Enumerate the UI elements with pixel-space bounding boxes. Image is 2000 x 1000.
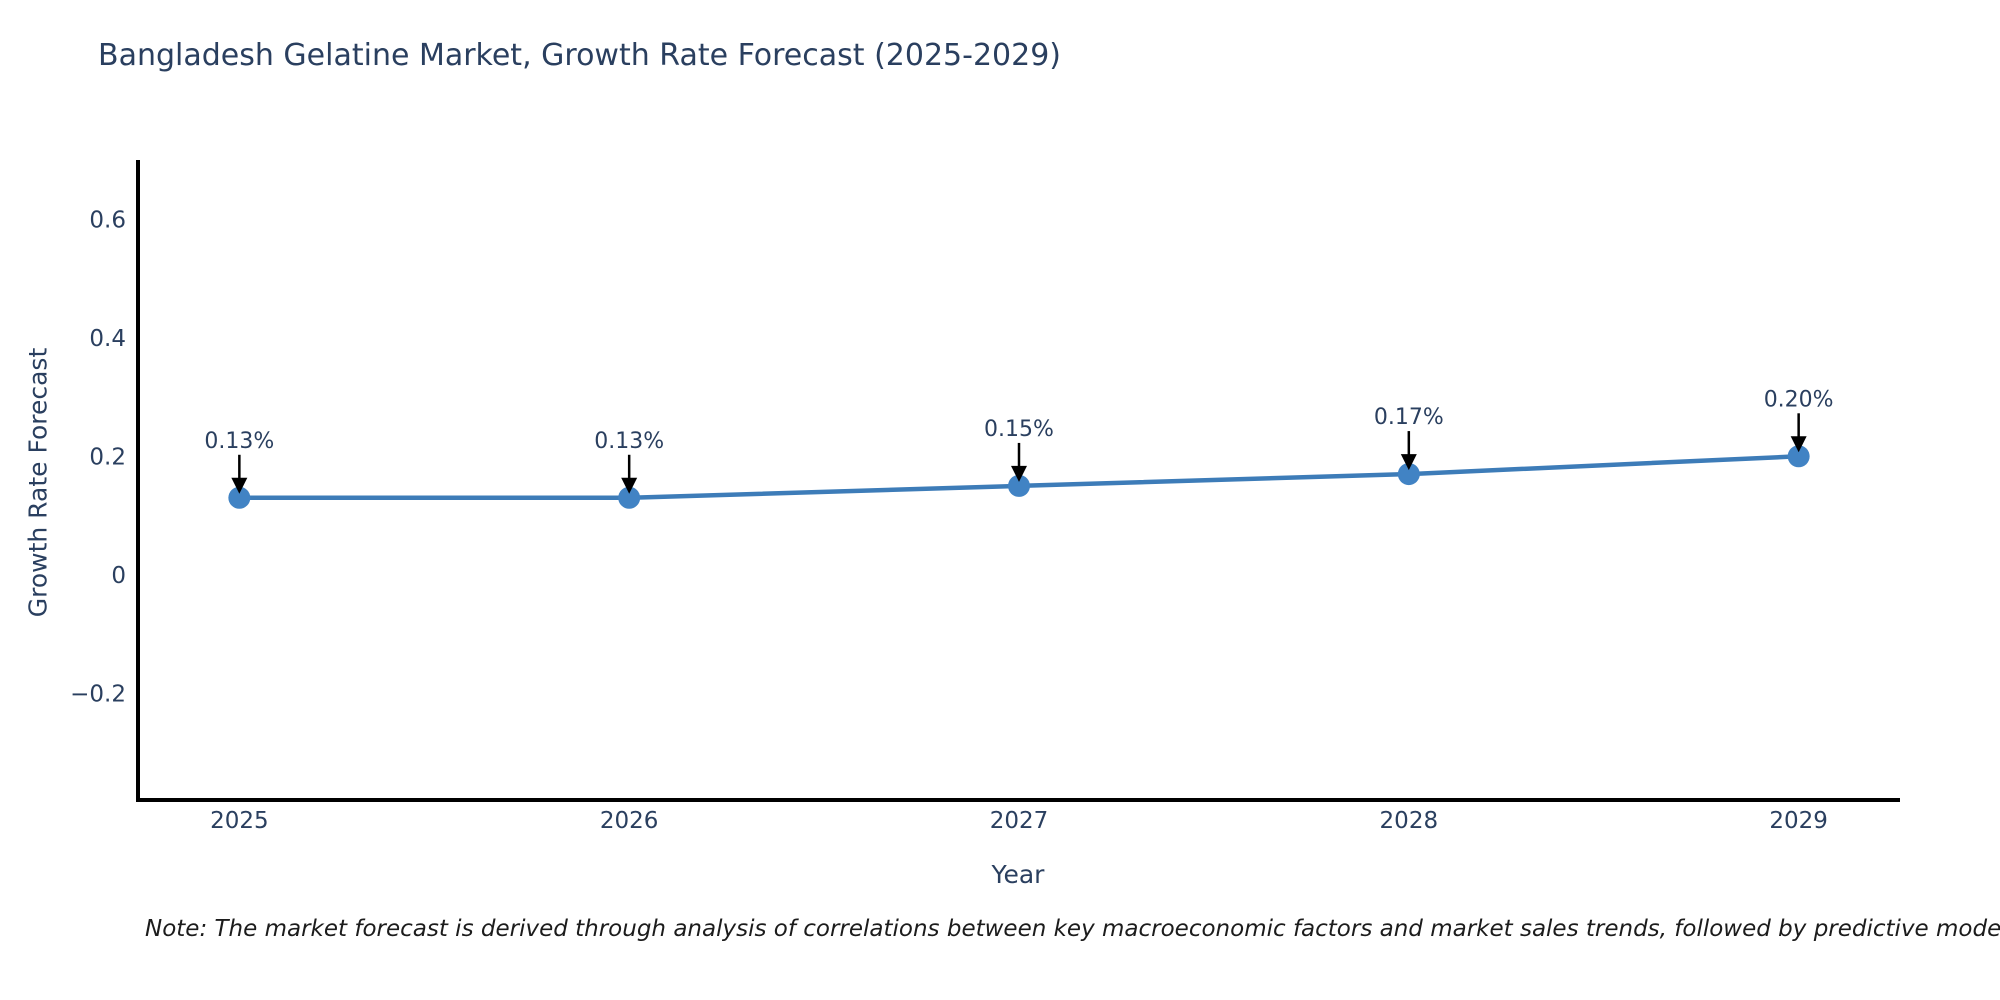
y-axis-title: Growth Rate Forecast [23,347,53,618]
y-tick-label: 0 [111,563,126,589]
footnote: Note: The market forecast is derived thr… [145,916,2000,942]
x-tick-label: 2026 [600,808,659,834]
data-point-label: 0.13% [204,429,274,454]
y-tick-label: −0.2 [70,681,126,707]
y-tick-label: 0.4 [89,326,126,352]
annotation-arrowhead-icon [1790,436,1807,453]
x-tick-label: 2025 [210,808,269,834]
y-tick-label: 0.6 [89,207,126,233]
x-tick-label: 2028 [1380,808,1439,834]
chart-title: Bangladesh Gelatine Market, Growth Rate … [98,38,1062,73]
data-point-label: 0.13% [594,429,664,454]
x-tick-label: 2029 [1769,808,1828,834]
data-point-marker [228,486,251,509]
annotation-arrowhead-icon [1011,465,1027,482]
data-point-label: 0.17% [1374,405,1444,430]
x-axis-title: Year [991,860,1045,889]
annotation-arrowhead-icon [1400,454,1417,471]
y-tick-label: 0.2 [89,444,126,470]
data-point-marker [1787,445,1810,468]
x-tick-label: 2027 [990,808,1049,834]
data-point-marker [1397,463,1420,486]
data-point-marker [1008,474,1030,497]
annotation-arrowhead-icon [231,477,248,494]
data-point-marker [618,486,641,509]
annotation-arrowhead-icon [621,477,638,494]
data-point-label: 0.15% [984,417,1054,442]
data-point-label: 0.20% [1764,387,1834,412]
